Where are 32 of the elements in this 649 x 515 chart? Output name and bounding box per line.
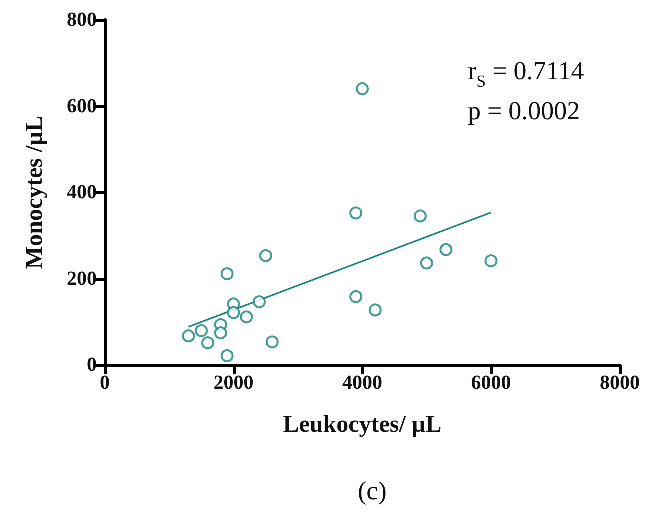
- point: [259, 249, 272, 262]
- point: [182, 330, 196, 343]
- point: [266, 336, 279, 349]
- text: (c): [358, 476, 387, 506]
- point: [227, 306, 240, 320]
- point: [220, 268, 234, 281]
- x-tick-label: 8000: [600, 372, 640, 394]
- x-tick-label: 2000: [214, 372, 254, 394]
- y-tick-label: 0: [87, 354, 97, 376]
- point: [253, 296, 266, 309]
- point: [202, 336, 214, 350]
- point: [440, 243, 453, 256]
- y-tick-label: 800: [67, 9, 97, 31]
- x-tick-label: 4000: [342, 372, 382, 394]
- point: [214, 326, 228, 340]
- y-axis-title: Monocytes /µL: [22, 116, 48, 270]
- point: [220, 349, 234, 362]
- point: [195, 324, 208, 338]
- point: [484, 254, 498, 268]
- x-axis-title: Leukocytes/ µL: [283, 412, 442, 438]
- point: [414, 210, 427, 223]
- point: [350, 290, 363, 304]
- point: [356, 82, 369, 96]
- y-tick-label: 400: [67, 182, 97, 204]
- annotation: p = 0.0002: [468, 96, 580, 126]
- y-tick-label: 200: [67, 268, 97, 290]
- point: [350, 206, 363, 220]
- point: [420, 256, 434, 270]
- x-tick-label: 6000: [471, 372, 512, 394]
- point: [368, 304, 382, 317]
- point: [240, 310, 254, 324]
- y-tick-label: 600: [67, 95, 97, 118]
